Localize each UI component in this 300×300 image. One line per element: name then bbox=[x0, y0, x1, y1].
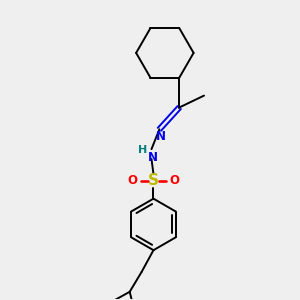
Text: O: O bbox=[169, 174, 179, 187]
Text: S: S bbox=[148, 173, 159, 188]
Text: N: N bbox=[148, 151, 158, 164]
Text: O: O bbox=[128, 174, 138, 187]
Text: N: N bbox=[155, 130, 165, 143]
Text: H: H bbox=[138, 145, 147, 155]
